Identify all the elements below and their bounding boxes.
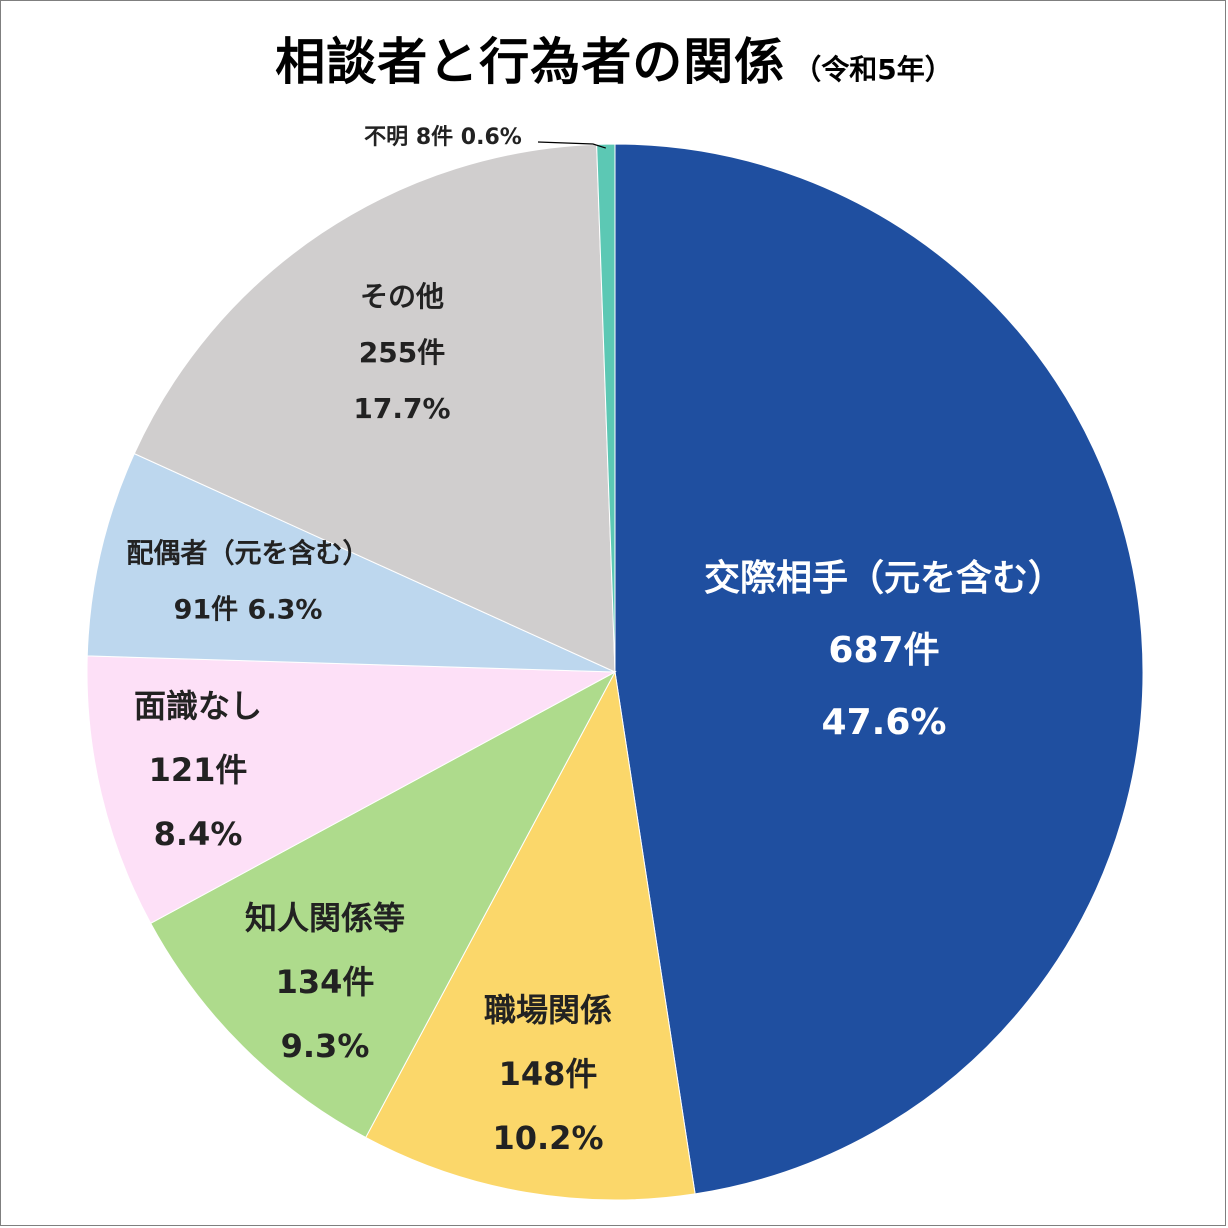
slice-label: 知人関係等 <box>245 899 405 937</box>
slice-percent-label: 17.7% <box>353 392 450 425</box>
slice-label-group: その他 255件 17.7% <box>353 280 450 425</box>
slice-count-label: 91件 6.3% <box>174 595 323 626</box>
slice-percent-label: 9.3% <box>281 1027 370 1065</box>
slice-count-label: 148件 <box>499 1055 598 1093</box>
slice-count-label: 255件 <box>359 336 445 369</box>
slice-label: その他 <box>360 280 444 313</box>
slice-label-group: 配偶者（元を含む） 91件 6.3% <box>127 538 370 626</box>
slice-percent-label: 10.2% <box>492 1119 603 1157</box>
pie-slice <box>596 143 616 673</box>
slice-count-label: 121件 <box>149 751 248 789</box>
slice-label-group: 面識なし 121件 8.4% <box>134 687 262 853</box>
slice-percent-label: 8.4% <box>154 815 243 853</box>
pie-slice <box>365 670 696 1201</box>
leader-line <box>537 141 606 149</box>
pie-slice <box>133 143 616 673</box>
slice-label-group: 不明 8件 0.6% <box>364 125 522 150</box>
slice-label-group: 知人関係等 134件 9.3% <box>245 899 405 1065</box>
slice-count-label: 687件 <box>828 630 939 671</box>
slice-label: 職場関係 <box>484 991 612 1029</box>
slice-label-group: 交際相手（元を含む） 687件 47.6% <box>704 557 1064 743</box>
pie-slice <box>86 452 616 673</box>
slice-label: 交際相手（元を含む） <box>704 557 1064 599</box>
chart-title-block: 相談者と行為者の関係 （令和5年） <box>0 22 1228 94</box>
slice-percent-label: 47.6% <box>822 702 947 743</box>
slice-label: 配偶者（元を含む） <box>127 538 370 570</box>
chart-title: 相談者と行為者の関係 <box>275 33 786 91</box>
pie-slice <box>614 143 1144 1195</box>
chart-subtitle: （令和5年） <box>793 53 953 86</box>
slice-label: 不明 8件 0.6% <box>364 125 522 150</box>
slice-label-group: 職場関係 148件 10.2% <box>484 991 612 1157</box>
slice-label: 面識なし <box>134 687 262 725</box>
slice-count-label: 134件 <box>276 963 375 1001</box>
pie-slice <box>86 655 617 924</box>
pie-slice <box>149 670 617 1139</box>
